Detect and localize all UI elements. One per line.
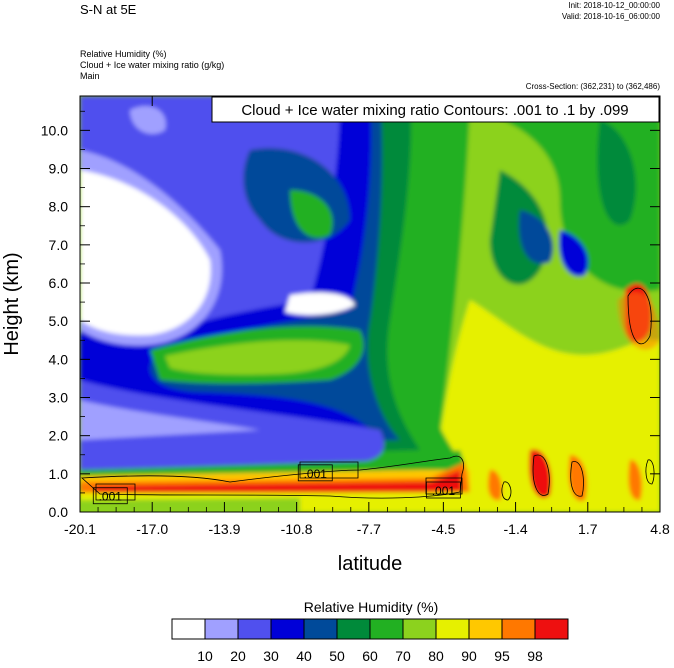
contour-label: .001 [432,484,456,498]
colorbar-label: 70 [395,648,411,664]
contour-label-box [92,487,128,505]
y-tick-label: 2.0 [49,428,69,444]
colorbar-label: 98 [527,648,543,664]
y-tick-label: 7.0 [49,237,69,253]
y-tick-label: 1.0 [49,466,69,482]
x-tick-label: -13.9 [208,521,240,537]
colorbar-swatch [270,618,305,640]
y-tick-label: 0.0 [49,504,69,520]
contour-label-box [425,481,461,499]
axes: -20.1 -17.0 -13.9 -10.8 -7.7 -4.5 -1.4 1.7 4.8 0.… [41,96,670,537]
field-label-cloud-ice: Cloud + Ice water mixing ratio (g/kg) [80,60,225,70]
x-tick-label: 1.7 [578,521,598,537]
contour-label: .001 [304,467,328,481]
colorbar-label: 10 [197,648,213,664]
contour-labels: .001 .001 .001 [92,464,461,505]
x-tick-label: -1.4 [504,521,528,537]
colorbar-swatch [303,618,338,640]
x-tick-label: -4.5 [431,521,455,537]
colorbar-label: 40 [296,648,312,664]
colorbar-swatch [435,618,470,640]
plot-frame [79,95,661,513]
field-label-domain: Main [80,71,100,81]
colorbar-swatch [501,618,536,640]
colorbar-swatch [237,618,272,640]
contour-label: .001 [99,490,123,504]
valid-time: Valid: 2018-10-16_06:00:00 [561,12,660,21]
chart-title: Cloud + Ice water mixing ratio Contours:… [241,102,628,119]
colorbar-label: 95 [494,648,510,664]
x-tick-label: -10.8 [281,521,313,537]
plot-title: S-N at 5E [80,2,137,17]
colorbar-label: 30 [263,648,279,664]
colorbar: 10 20 30 40 50 60 70 80 90 95 98 [171,618,569,664]
colorbar-label: 60 [362,648,378,664]
chart-title-box [211,96,660,123]
rh-field [80,96,660,512]
x-tick-label: -7.7 [357,521,381,537]
colorbar-title: Relative Humidity (%) [304,599,439,615]
y-tick-label: 3.0 [49,390,69,406]
colorbar-swatch [534,618,569,640]
y-tick-label: 8.0 [49,199,69,215]
x-axis-label: latitude [338,553,403,575]
cross-section-label: Cross-Section: (362,231) to (362,486) [525,82,660,91]
cloud-ice-contours [81,287,655,501]
y-tick-label: 4.0 [49,351,69,367]
x-tick-label: -17.0 [136,521,168,537]
y-axis-label: Height (km) [1,252,23,355]
colorbar-swatch [402,618,437,640]
y-tick-label: 6.0 [49,275,69,291]
colorbar-swatch [336,618,371,640]
contour-label-box [297,464,333,482]
init-time: Init: 2018-10-12_00:00:00 [568,1,660,10]
y-tick-label: 9.0 [49,161,69,177]
colorbar-label: 80 [428,648,444,664]
colorbar-swatch [204,618,239,640]
x-tick-label: 4.8 [650,521,670,537]
y-tick-label: 5.0 [49,313,69,329]
colorbar-swatch [468,618,503,640]
y-tick-label: 10.0 [41,122,68,138]
colorbar-label: 50 [329,648,345,664]
colorbar-swatch [171,618,206,640]
field-label-rh: Relative Humidity (%) [80,49,167,59]
colorbar-swatch [369,618,404,640]
colorbar-label: 20 [230,648,246,664]
x-tick-label: -20.1 [64,521,96,537]
colorbar-label: 90 [461,648,477,664]
